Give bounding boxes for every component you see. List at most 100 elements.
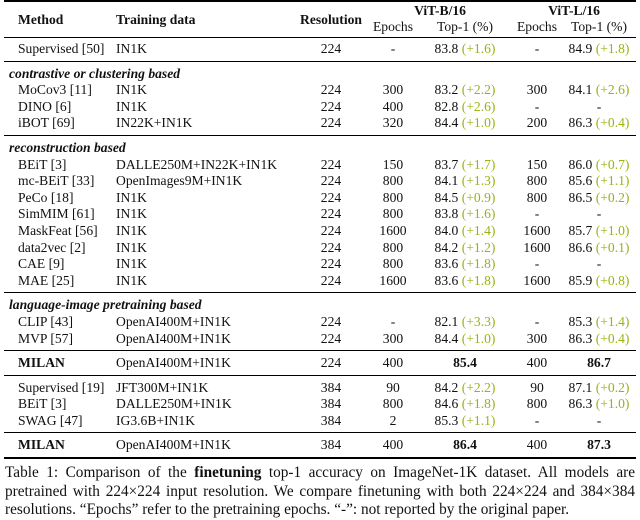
epochs-vitb-cell: 400 [368,432,418,459]
resolution-cell: 224 [320,82,342,98]
top1-value: - [596,206,602,222]
results-table: Method Training data Resolution ViT-B/16… [4,0,636,460]
top1-vitb-cell: 85.3 (+1.1) [418,413,512,433]
resolution-cell: 224 [320,115,342,131]
epochs-vitb-cell: 800 [382,396,404,412]
method-cell: Supervised [19] [4,374,114,397]
top1-value: 83.7 [434,156,459,172]
top1-vitl-cell: 87.1 (+0.2) [562,374,636,397]
gain-annotation: (+1.6) [458,41,496,56]
top1-vitl-cell: 86.6 (+0.1) [562,240,636,257]
top1-value: 83.8 [434,41,459,56]
top1-value: 86.7 [587,355,611,371]
top1-vitb-cell: 86.4 [418,432,512,459]
training-data-cell: IN1K [116,82,147,98]
epochs-vitl-cell: 800 [526,396,548,412]
table-row: MAE [25] IN1K 224 1600 83.6 (+1.8) 1600 85.9 (… [4,273,636,293]
gain-annotation: (+2.6) [592,82,630,98]
training-data-cell: IN1K [116,189,147,205]
training-data-cell: IG3.6B+IN1K [116,412,196,428]
epochs-vitb-cell: 800 [382,256,404,272]
top1-vitb-cell: 84.4 (+1.0) [418,331,512,351]
method-cell: BEiT [3] [18,396,67,412]
top1-value: - [596,98,602,114]
epochs-vitb-cell: 800 [382,206,404,222]
table-row: CLIP [43] OpenAI400M+IN1K 224 - 82.1 (+3.3) -… [4,314,636,331]
method-cell: SimMIM [61] [18,206,95,222]
resolution-cell: 224 [320,98,342,114]
top1-vitl-cell: 84.1 (+2.6) [562,82,636,99]
caption-text: Table 1: Comparison of the [5,464,195,482]
top1-vitl-cell: 85.7 (+1.0) [562,223,636,240]
top1-vitl-cell: 85.9 (+0.8) [562,273,636,293]
top1-vitb-cell: 84.6 (+1.8) [418,396,512,413]
method-cell: BEiT [3] [18,156,67,172]
top1-vitb-cell: 84.5 (+0.9) [418,190,512,207]
top1-value: 85.3 [434,412,459,428]
table-row: iBOT [69] IN22K+IN1K 224 320 84.4 (+1.0) 200 8… [4,115,636,135]
top1-vitl-cell: 85.6 (+1.1) [562,173,636,190]
training-data-cell: IN1K [116,272,147,288]
top1-value: 84.6 [434,396,459,412]
method-cell: iBOT [69] [18,115,75,131]
top1-value: - [596,412,602,428]
table-row: SimMIM [61] IN1K 224 800 83.8 (+1.6) - - [4,206,636,223]
gain-annotation: (+1.0) [458,330,496,346]
table-row: mc-BEiT [33] OpenImages9M+IN1K 224 800 84.1 … [4,173,636,190]
epochs-vitb-cell: 800 [382,173,404,189]
epochs-vitb-cell: 300 [382,330,404,346]
gain-annotation: (+0.7) [592,156,630,172]
gain-annotation: (+0.4) [592,115,630,131]
epochs-vitl-cell: 150 [526,156,548,172]
resolution-cell: 224 [320,330,342,346]
epochs-vitb-cell: 300 [382,82,404,98]
group-header-vit-l16: ViT-L/16 [548,3,600,18]
gain-annotation: (+0.4) [592,330,630,346]
resolution-cell: 224 [294,350,368,376]
table-row: BEiT [3] DALLE250M+IN1K 384 800 84.6 (+1.8) 8… [4,396,636,413]
gain-annotation: (+1.0) [592,222,630,238]
section-title: language-image pretraining based [4,292,636,314]
method-cell: CLIP [43] [18,313,73,329]
resolution-cell: 224 [320,272,342,288]
table-row: MILAN OpenAI400M+IN1K 384 400 86.4 400 87.3 [4,432,636,459]
gain-annotation: (+1.2) [458,239,496,255]
epochs-vitb-cell: - [390,41,396,56]
resolution-cell: 224 [320,41,342,56]
top1-value: 85.6 [568,173,593,189]
table-row: Supervised [50] IN1K 224 - 83.8 (+1.6) - 84.9 … [4,38,636,62]
top1-vitb-cell: 83.8 (+1.6) [418,206,512,223]
epochs-vitl-cell: - [534,206,540,222]
gain-annotation: (+0.9) [458,189,496,205]
method-cell: MaskFeat [56] [18,222,98,238]
gain-annotation: (+2.6) [458,98,496,114]
method-cell: CAE [9] [18,256,65,272]
epochs-vitb-cell: 1600 [379,272,407,288]
epochs-vitl-cell: - [534,412,540,428]
gain-annotation: (+1.7) [458,156,496,172]
top1-vitl-cell: 85.3 (+1.4) [562,314,636,331]
resolution-cell: 224 [320,173,342,189]
top1-vitl-cell: 86.3 (+0.4) [562,331,636,351]
epochs-vitb-cell: 150 [382,156,404,172]
top1-value: 83.8 [434,206,459,222]
top1-value: 84.2 [434,239,459,255]
training-data-cell: OpenImages9M+IN1K [116,173,243,189]
top1-value: 83.6 [434,256,459,272]
method-cell: mc-BEiT [33] [18,173,95,189]
column-header-epochs-b: Epochs [372,19,414,34]
epochs-vitb-cell: 90 [368,374,418,397]
method-cell: SWAG [47] [18,412,83,428]
resolution-cell: 224 [320,239,342,255]
column-header-method: Method [18,12,64,27]
training-data-cell: OpenAI400M+IN1K [116,313,231,329]
top1-vitl-cell: - [562,256,636,273]
epochs-vitb-cell: 400 [368,350,418,376]
method-cell: data2vec [2] [18,239,86,255]
top1-vitl-cell: 86.7 [562,350,636,376]
top1-vitb-cell: 85.4 [418,350,512,376]
gain-annotation: (+1.8) [458,272,496,288]
top1-vitl-cell: 86.3 (+0.4) [562,115,636,135]
training-data-cell: IN1K [116,239,147,255]
table-row: CAE [9] IN1K 224 800 83.6 (+1.8) - - [4,256,636,273]
